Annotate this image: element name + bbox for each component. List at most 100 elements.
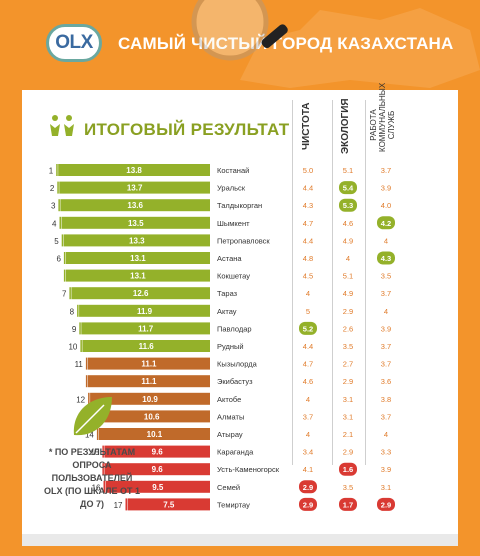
score-value-ecology: 2.9 xyxy=(343,377,353,386)
city-label: Кызылорда xyxy=(217,360,258,369)
city-label: Талдыкорган xyxy=(217,201,262,210)
score-value-clean: 4 xyxy=(306,395,310,404)
score-value-clean: 4.5 xyxy=(303,272,313,281)
city-label: Актобе xyxy=(217,395,241,404)
bar-marker xyxy=(63,269,66,282)
rank-label: 1 xyxy=(49,167,54,176)
bar-marker xyxy=(102,445,104,458)
score-value-clean: 4.7 xyxy=(303,360,313,369)
city-label: Рудный xyxy=(217,342,244,351)
city-label: Семей xyxy=(217,483,240,492)
bar xyxy=(93,410,210,423)
score-value-ecology: 4.9 xyxy=(343,236,353,245)
bar-value-label: 11.7 xyxy=(138,324,154,333)
rank-label: 10 xyxy=(68,343,77,352)
score-value-clean: 2.9 xyxy=(303,483,313,492)
city-label: Петропавловск xyxy=(217,236,270,245)
bar xyxy=(104,445,210,458)
bar-marker xyxy=(80,340,82,352)
bar xyxy=(59,181,210,194)
city-label: Шымкент xyxy=(217,219,250,228)
rank-label: 8 xyxy=(70,307,75,316)
bar-value-label: 7.5 xyxy=(163,500,175,509)
score-value-clean: 4.6 xyxy=(303,377,313,386)
magnifier-icon xyxy=(191,0,288,61)
city-label: Павлодар xyxy=(217,324,252,333)
score-value-services: 3.7 xyxy=(381,289,391,298)
score-value-clean: 5.0 xyxy=(303,166,313,175)
city-label: Экибастуз xyxy=(217,377,253,386)
bar-value-label: 11.6 xyxy=(139,342,155,351)
bar-value-label: 9.5 xyxy=(152,483,164,492)
bar-marker xyxy=(63,252,66,264)
column-divider xyxy=(365,100,366,465)
bar xyxy=(63,234,211,247)
city-label: Актау xyxy=(217,307,237,316)
bar-value-label: 13.5 xyxy=(128,219,144,228)
page-title: САМЫЙ ЧИСТЫЙ ГОРОД КАЗАХСТАНА xyxy=(118,34,454,53)
bar xyxy=(104,463,210,476)
bar-marker xyxy=(103,480,105,493)
score-highlight xyxy=(299,321,317,335)
bar-value-label: 11.9 xyxy=(137,307,153,316)
score-value-ecology: 2.6 xyxy=(343,324,353,333)
bar xyxy=(87,357,210,370)
rank-label: 17 xyxy=(114,501,123,510)
score-value-ecology: 4.6 xyxy=(343,219,353,228)
bar xyxy=(98,428,210,440)
city-label: Тараз xyxy=(217,289,238,298)
score-value-ecology: 2.7 xyxy=(343,360,353,369)
score-value-services: 4 xyxy=(384,307,388,316)
score-highlight xyxy=(299,480,317,494)
score-value-services: 4.2 xyxy=(381,219,391,228)
bar xyxy=(65,252,211,264)
bar-value-label: 9.6 xyxy=(152,465,164,474)
score-value-services: 3.9 xyxy=(381,184,391,193)
score-highlight xyxy=(339,181,357,195)
score-highlight xyxy=(339,497,357,511)
score-value-services: 4.0 xyxy=(381,201,391,210)
score-value-clean: 5 xyxy=(306,307,310,316)
leaf-icon xyxy=(73,397,112,436)
score-value-ecology: 4.9 xyxy=(343,289,353,298)
bar-value-label: 10.6 xyxy=(144,412,160,421)
score-highlight xyxy=(339,462,357,476)
bar-marker xyxy=(125,498,127,511)
city-label: Кокшетау xyxy=(217,272,250,281)
score-value-ecology: 3.1 xyxy=(343,412,353,421)
score-value-services: 3.7 xyxy=(381,412,391,421)
bar xyxy=(71,287,211,300)
city-label: Атырау xyxy=(217,430,243,439)
bar-marker xyxy=(77,304,79,317)
score-value-ecology: 4 xyxy=(346,254,350,263)
bar xyxy=(65,269,211,282)
column-divider xyxy=(332,100,333,465)
chart-subtitle: ИТОГОВЫЙ РЕЗУЛЬТАТ xyxy=(84,120,290,139)
score-highlight xyxy=(377,497,395,511)
rank-label: 11 xyxy=(75,360,84,369)
bar-marker xyxy=(59,216,61,229)
score-value-ecology: 5.4 xyxy=(343,184,354,193)
score-value-clean: 4 xyxy=(306,289,310,298)
score-value-ecology: 3.5 xyxy=(343,483,353,492)
rank-label: 2 xyxy=(50,184,55,193)
bar-value-label: 10.9 xyxy=(142,395,158,404)
bar-marker xyxy=(102,463,104,476)
score-value-clean: 3.7 xyxy=(303,412,313,421)
score-value-clean: 4.4 xyxy=(303,184,313,193)
score-value-services: 4 xyxy=(384,236,388,245)
city-label: Караганда xyxy=(217,448,254,457)
rank-label: 6 xyxy=(56,255,61,264)
score-highlight xyxy=(339,198,357,212)
survey-note: * ПО РЕЗУЛЬТАТАМ ОПРОСА ПОЛЬЗОВАТЕЛЕЙ OL… xyxy=(44,447,140,509)
score-value-ecology: 2.1 xyxy=(343,430,353,439)
city-label: Темиртау xyxy=(217,500,250,509)
bar xyxy=(79,304,210,317)
bar-marker xyxy=(96,428,99,440)
score-value-ecology: 5.1 xyxy=(343,272,353,281)
bar xyxy=(87,375,210,388)
score-value-services: 3.9 xyxy=(381,465,391,474)
score-value-clean: 4.4 xyxy=(303,342,313,351)
bar-value-label: 9.6 xyxy=(152,448,164,457)
